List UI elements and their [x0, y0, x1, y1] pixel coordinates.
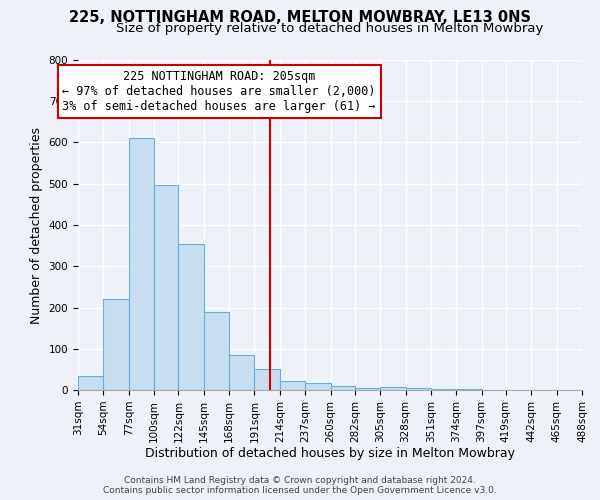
- Bar: [178, 244, 204, 390]
- Bar: [78, 376, 103, 390]
- Bar: [331, 386, 355, 390]
- X-axis label: Distribution of detached houses by size in Melton Mowbray: Distribution of detached houses by size …: [145, 448, 515, 460]
- Bar: [254, 370, 280, 390]
- Bar: [431, 389, 456, 390]
- Title: Size of property relative to detached houses in Melton Mowbray: Size of property relative to detached ho…: [116, 22, 544, 35]
- Bar: [406, 388, 431, 390]
- Bar: [229, 355, 254, 390]
- Y-axis label: Number of detached properties: Number of detached properties: [30, 126, 43, 324]
- Bar: [380, 386, 406, 390]
- Bar: [129, 138, 154, 390]
- Text: 225, NOTTINGHAM ROAD, MELTON MOWBRAY, LE13 0NS: 225, NOTTINGHAM ROAD, MELTON MOWBRAY, LE…: [69, 10, 531, 25]
- Text: Contains HM Land Registry data © Crown copyright and database right 2024.
Contai: Contains HM Land Registry data © Crown c…: [103, 476, 497, 495]
- Bar: [154, 185, 178, 390]
- Bar: [305, 384, 331, 390]
- Bar: [204, 312, 229, 390]
- Bar: [456, 389, 482, 390]
- Text: 225 NOTTINGHAM ROAD: 205sqm
← 97% of detached houses are smaller (2,000)
3% of s: 225 NOTTINGHAM ROAD: 205sqm ← 97% of det…: [62, 70, 376, 113]
- Bar: [103, 299, 129, 390]
- Bar: [280, 381, 305, 390]
- Bar: [355, 388, 380, 390]
